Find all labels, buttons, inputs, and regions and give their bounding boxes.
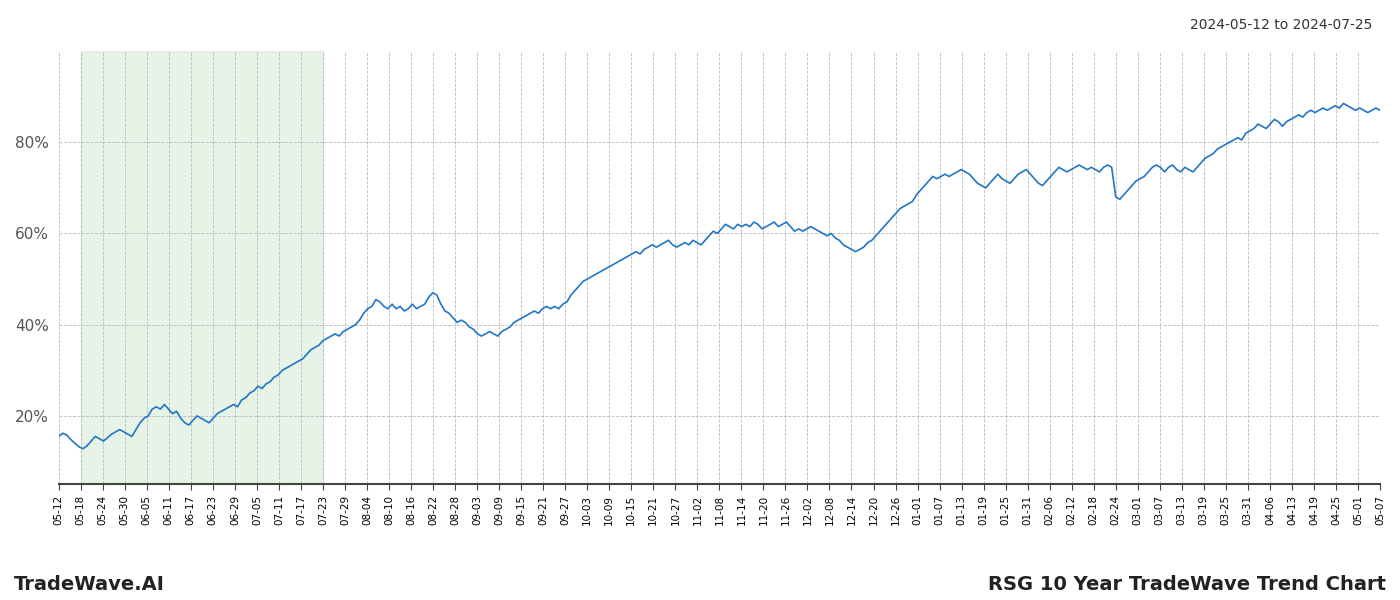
Text: 2024-05-12 to 2024-07-25: 2024-05-12 to 2024-07-25 [1190, 18, 1372, 32]
Text: TradeWave.AI: TradeWave.AI [14, 575, 165, 594]
Text: RSG 10 Year TradeWave Trend Chart: RSG 10 Year TradeWave Trend Chart [988, 575, 1386, 594]
Bar [81, 51, 323, 484]
